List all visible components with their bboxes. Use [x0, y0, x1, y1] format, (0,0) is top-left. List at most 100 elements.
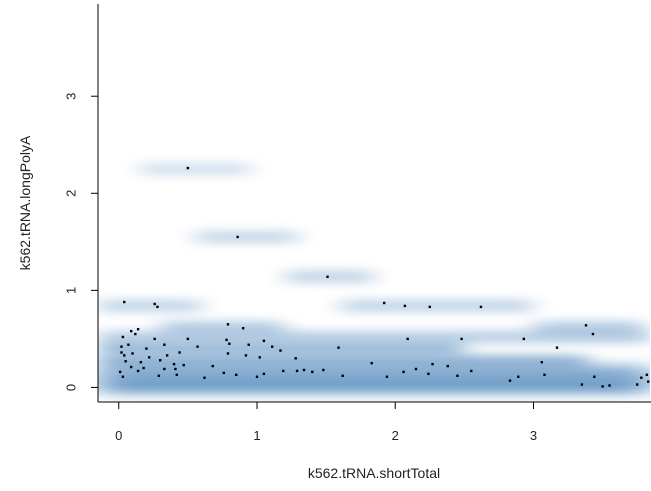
- density-band: [98, 299, 202, 312]
- x-tick-label: 3: [530, 428, 537, 443]
- y-axis-title: k562.tRNA.longPolyA: [17, 135, 33, 270]
- data-point: [341, 374, 344, 377]
- data-point: [163, 367, 166, 371]
- x-tick-label: 2: [392, 428, 399, 443]
- data-point: [640, 376, 643, 379]
- data-point: [159, 359, 162, 362]
- data-point: [123, 300, 126, 304]
- data-point: [427, 372, 430, 376]
- data-point: [337, 346, 340, 349]
- data-point: [222, 371, 226, 375]
- data-point: [120, 351, 123, 354]
- y-ticks: 0 1 2 3: [63, 93, 98, 391]
- data-point: [406, 337, 409, 341]
- density-band: [98, 366, 650, 379]
- data-point: [124, 360, 127, 363]
- data-point: [608, 384, 611, 387]
- data-point: [635, 383, 639, 386]
- data-point: [431, 362, 434, 366]
- density-layer: [98, 163, 650, 392]
- data-point: [382, 301, 386, 305]
- data-point: [255, 375, 259, 378]
- data-point: [236, 235, 239, 239]
- data-point: [203, 376, 206, 379]
- data-point: [153, 337, 156, 341]
- data-point: [294, 357, 297, 360]
- data-point: [555, 346, 559, 349]
- data-point: [322, 368, 325, 372]
- density-band: [284, 270, 375, 283]
- data-point: [178, 351, 181, 354]
- data-point: [517, 375, 520, 378]
- data-point: [262, 372, 266, 376]
- data-point: [174, 367, 177, 371]
- data-point: [370, 361, 373, 365]
- density-band: [98, 330, 650, 343]
- data-point: [279, 349, 282, 352]
- density-band: [98, 379, 650, 392]
- data-point: [172, 362, 176, 366]
- data-point: [414, 367, 418, 371]
- data-point: [241, 327, 245, 330]
- data-point: [127, 343, 130, 346]
- data-point: [311, 370, 314, 374]
- data-point: [601, 385, 604, 388]
- data-point: [225, 338, 228, 342]
- data-point: [295, 369, 299, 373]
- data-point: [270, 345, 274, 348]
- x-tick-label: 0: [115, 428, 122, 443]
- data-point: [593, 375, 596, 378]
- density-band: [339, 299, 534, 312]
- data-point: [645, 373, 649, 377]
- data-point: [186, 166, 190, 170]
- y-tick-label: 3: [63, 93, 78, 100]
- data-point: [460, 337, 463, 341]
- points-layer: [118, 166, 650, 388]
- data-point: [385, 375, 389, 378]
- data-point: [211, 364, 214, 368]
- data-point: [121, 335, 125, 339]
- data-point: [157, 374, 161, 377]
- data-point: [584, 324, 588, 327]
- data-point: [479, 305, 483, 309]
- data-point: [123, 354, 126, 357]
- data-point: [134, 332, 137, 336]
- data-point: [139, 361, 143, 364]
- data-point: [258, 356, 261, 359]
- data-point: [142, 366, 145, 370]
- data-point: [131, 352, 134, 355]
- data-point: [540, 361, 543, 364]
- data-point: [226, 352, 230, 355]
- x-ticks: 0 1 2 3: [115, 402, 537, 443]
- density-band: [98, 342, 465, 355]
- data-point: [262, 339, 266, 343]
- data-point: [129, 329, 133, 333]
- data-point: [196, 345, 199, 348]
- data-point: [244, 354, 248, 357]
- data-point: [121, 375, 125, 378]
- data-point: [591, 332, 595, 336]
- data-point: [182, 363, 185, 367]
- data-point: [302, 368, 306, 372]
- data-point: [118, 370, 122, 374]
- data-point: [129, 365, 133, 369]
- data-point: [186, 337, 190, 341]
- density-band: [533, 321, 645, 334]
- data-point: [470, 369, 473, 373]
- data-point: [175, 373, 179, 377]
- data-point: [153, 302, 156, 306]
- data-point: [247, 343, 250, 346]
- data-point: [403, 304, 407, 308]
- data-point: [228, 342, 231, 345]
- data-point: [226, 323, 230, 326]
- data-point: [326, 275, 329, 278]
- data-point: [136, 327, 140, 331]
- data-point: [647, 380, 650, 383]
- data-point: [147, 356, 151, 359]
- data-point: [543, 373, 546, 377]
- density-band: [194, 230, 299, 243]
- data-point: [145, 347, 148, 350]
- data-point: [522, 337, 526, 341]
- data-point: [446, 364, 449, 368]
